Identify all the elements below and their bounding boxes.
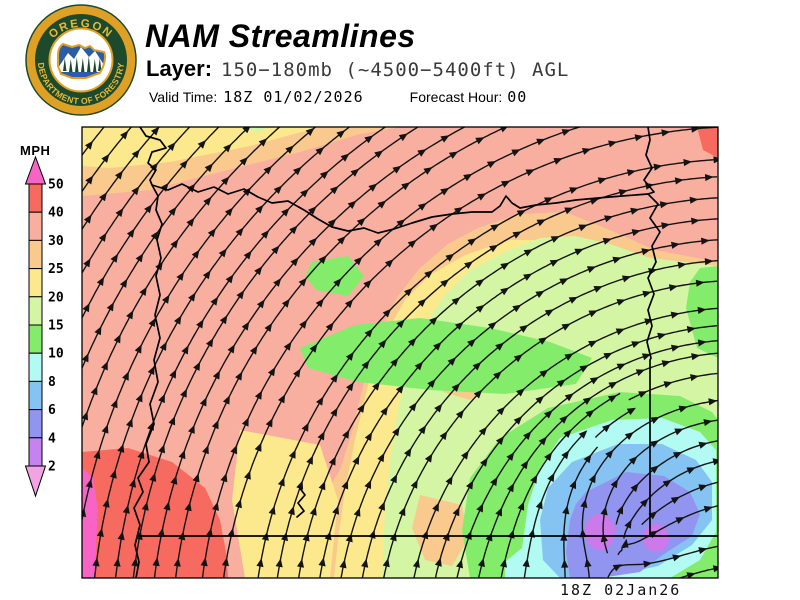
logo-oregon-scene [58, 44, 106, 78]
logo-oregon-outline [57, 42, 107, 79]
page-title: NAM Streamlines [145, 18, 416, 54]
map-layers [82, 127, 718, 578]
legend-tick-label: 2 [48, 460, 56, 475]
map-timestamp: 18Z 02Jan26 [560, 581, 682, 599]
layer-row: Layer: 150−180mb (~4500−5400ft) AGL [146, 56, 569, 82]
odf-logo: OREGON DEPARTMENT OF FORESTRY [25, 4, 137, 116]
forecast-hour-label: Forecast Hour: [409, 89, 503, 105]
layer-value: 150−180mb (~4500−5400ft) AGL [221, 59, 570, 81]
legend-tick-label: 25 [48, 262, 64, 277]
legend-scale: 50 40 30 25 20 15 10 8 6 4 2 [24, 155, 64, 498]
geo-border-line [296, 486, 306, 518]
valid-time-value: 18Z 01/02/2026 [223, 88, 364, 106]
map-frame [81, 126, 719, 579]
odf-logo-graphic: OREGON DEPARTMENT OF FORESTRY [25, 4, 137, 116]
legend-tick-label: 50 [48, 178, 64, 193]
legend-tick-label: 4 [48, 431, 56, 446]
legend-tick-label: 15 [48, 319, 64, 334]
legend-tick-label: 8 [48, 375, 56, 390]
geo-border-line [643, 127, 661, 537]
legend-tick-label: 6 [48, 403, 56, 418]
valid-time-label: Valid Time: [149, 89, 218, 105]
streamline-arrowheads [82, 127, 718, 578]
geo-border-line [151, 183, 649, 234]
layer-label: Layer: [146, 56, 213, 81]
geo-border-line [133, 127, 167, 578]
legend-tick-label: 40 [48, 206, 64, 221]
forecast-hour-value: 00 [507, 88, 528, 106]
legend-tick-label: 20 [48, 290, 64, 305]
valid-time-row: Valid Time: 18Z 01/02/2026 Forecast Hour: 0… [149, 88, 527, 106]
wind-speed-legend: 50 40 30 25 20 15 10 8 6 4 2 [0, 130, 78, 515]
legend-tick-label: 30 [48, 234, 64, 249]
legend-tick-label: 10 [48, 347, 64, 362]
legend-title: MPH [20, 143, 51, 158]
